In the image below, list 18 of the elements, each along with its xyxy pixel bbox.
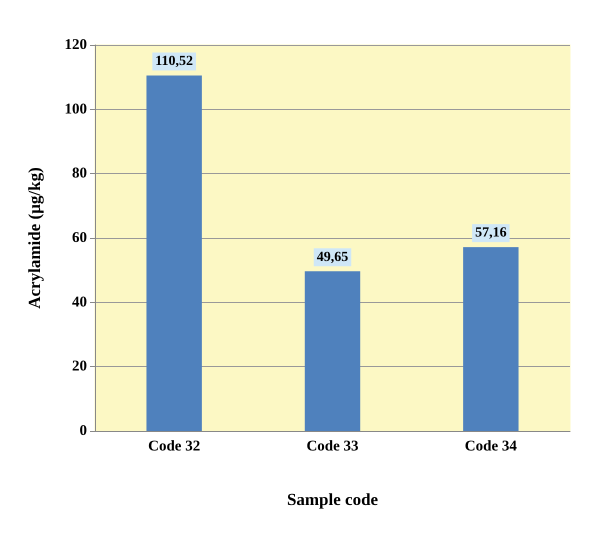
- x-axis-title: Sample code: [286, 490, 379, 509]
- y-tick-label: 20: [72, 358, 87, 375]
- x-tick-label: Code 34: [464, 438, 518, 454]
- x-tick-label: Code 33: [306, 438, 359, 454]
- y-tick-label: 80: [72, 166, 87, 182]
- bar: [463, 247, 519, 431]
- bar: [304, 271, 360, 431]
- y-axis-title: Acrylamide (µg/kg): [25, 167, 44, 309]
- y-tick-label: 40: [72, 294, 87, 310]
- bar: [146, 75, 202, 431]
- data-label: 110,52: [155, 54, 194, 69]
- y-tick-label: 100: [64, 101, 87, 118]
- x-tick-label: Code 32: [148, 438, 200, 454]
- y-tick-label: 60: [72, 230, 87, 246]
- data-label: 57,16: [475, 226, 507, 241]
- y-tick-label: 120: [64, 37, 87, 53]
- data-label: 49,65: [316, 250, 348, 265]
- y-tick-label: 0: [80, 423, 87, 439]
